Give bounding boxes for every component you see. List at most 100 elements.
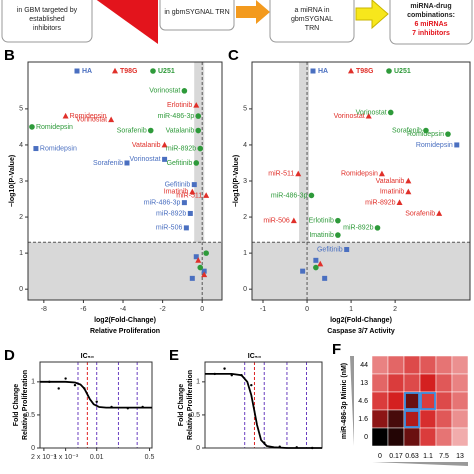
- heat-cell: [419, 373, 437, 393]
- data-point: [73, 383, 77, 387]
- point: [436, 210, 443, 216]
- point: [290, 217, 297, 224]
- y-tick-label: 5: [19, 106, 23, 113]
- point: [197, 145, 204, 152]
- heat-cell: [387, 391, 405, 411]
- point: [387, 109, 394, 116]
- y-tick-label: 3: [243, 178, 247, 185]
- row-label: 4.6: [358, 398, 368, 405]
- point: [195, 127, 202, 134]
- heat-cell: [435, 409, 453, 429]
- data-point: [250, 383, 253, 387]
- point-label: Romidepsin: [70, 113, 107, 120]
- y-tick-label: 0.5: [25, 412, 35, 419]
- flow-box: [269, 0, 355, 43]
- flow-text: 6 miRNAs: [414, 21, 447, 28]
- gradient-wedge: [350, 356, 354, 446]
- point-label: Imatinib: [309, 232, 334, 239]
- legend-label: HA: [82, 68, 92, 75]
- heat-cell: [419, 355, 437, 375]
- heat-cell: [419, 427, 437, 447]
- row-label: 1.6: [358, 416, 368, 423]
- panel-letter: B: [4, 47, 15, 64]
- point: [344, 247, 350, 253]
- point-label: Romidepsin: [416, 142, 453, 149]
- point-label: miR-892b: [166, 145, 196, 152]
- col-label: 0.63: [405, 453, 419, 460]
- legend-marker: [348, 67, 354, 74]
- heat-cell: [419, 391, 437, 411]
- flow-text: TRN: [305, 25, 319, 32]
- x-tick-label: -6: [80, 306, 86, 313]
- point-label: Gefitinib: [317, 246, 343, 253]
- legend-label: T98G: [356, 68, 374, 75]
- y-axis-title: miR-486-3p Mimic (nM): [341, 363, 348, 439]
- point-label: miR-892b: [343, 225, 373, 232]
- point: [201, 271, 208, 278]
- heat-cell: [371, 391, 389, 411]
- point: [193, 102, 200, 108]
- point: [161, 141, 168, 148]
- y-tick-label: 0: [243, 286, 247, 293]
- point: [33, 146, 39, 152]
- heat-cell: [403, 373, 421, 393]
- point: [203, 192, 210, 198]
- point: [29, 124, 35, 130]
- heat-cell: [403, 391, 421, 411]
- y-axis-title: −log10(P-Value): [233, 155, 240, 207]
- plot-frame: [204, 361, 323, 449]
- point-label: Sorafenib: [93, 160, 123, 167]
- point: [197, 264, 204, 271]
- heat-cell: [451, 427, 469, 447]
- point: [405, 177, 412, 184]
- y-axis-title: Fold Change: [13, 384, 20, 426]
- panel-letter: E: [169, 347, 179, 364]
- data-point: [57, 387, 60, 390]
- x-tick-label: -4: [120, 306, 126, 313]
- heat-cell: [371, 355, 389, 375]
- point-label: miR-486-3p: [271, 192, 308, 199]
- point: [396, 199, 403, 206]
- y-tick-label: 4: [19, 142, 23, 149]
- heat-cell: [435, 391, 453, 411]
- shade: [194, 62, 205, 300]
- point: [183, 225, 189, 231]
- point: [335, 232, 341, 238]
- data-point: [64, 377, 67, 380]
- heat-cell: [451, 373, 469, 393]
- point: [374, 225, 381, 231]
- point-label: Imatinib: [380, 189, 405, 196]
- point: [322, 275, 328, 281]
- point-label: Vatalanib: [132, 142, 161, 149]
- y-tick-label: 0: [196, 445, 200, 452]
- point: [335, 217, 341, 224]
- point: [308, 192, 315, 199]
- y-tick-label: 1: [31, 379, 35, 386]
- point-label: Vorinostat: [356, 109, 387, 116]
- ic50-label: IC₅₀: [248, 353, 261, 360]
- point: [203, 250, 209, 256]
- point: [162, 156, 168, 162]
- y-tick-label: 1: [19, 250, 23, 257]
- point-label: Sorafenib: [392, 127, 422, 134]
- point: [191, 182, 197, 188]
- y-axis-title: Fold Change: [178, 384, 185, 426]
- heat-cell: [387, 373, 405, 393]
- x-tick-label: -8: [41, 306, 47, 313]
- heat-cell: [387, 409, 405, 429]
- heat-cell: [403, 409, 421, 429]
- point: [189, 188, 196, 195]
- y-axis-title: Relative Proliferation: [22, 370, 29, 440]
- x-axis-subtitle: Caspase 3/7 Activity: [327, 328, 395, 335]
- point: [378, 170, 385, 177]
- point-label: Vorinostat: [76, 117, 107, 124]
- flow-text: gbmSYGNAL: [291, 16, 333, 23]
- x-tick-label: 1: [349, 306, 353, 313]
- point: [195, 113, 202, 119]
- legend-marker: [310, 68, 316, 74]
- point: [405, 188, 412, 195]
- heat-cell: [435, 373, 453, 393]
- y-tick-label: 5: [243, 106, 247, 113]
- point-label: Erlotinib: [309, 218, 334, 225]
